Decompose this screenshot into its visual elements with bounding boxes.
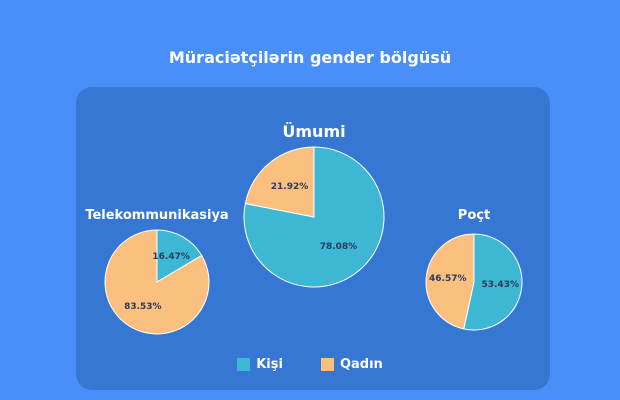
pie-label-poct-qadin: 46.57% [429,274,467,285]
pie-telekommunikasiya [104,229,210,335]
pie-slice-umumi-qadin [244,146,315,218]
pie-label-umumi-qadin: 21.92% [270,182,309,193]
pie-label-telekommunikasiya-qadin: 83.53% [124,301,162,312]
pie-title-umumi: Ümumi [282,122,346,141]
legend-swatch-kisi [237,358,251,371]
pie-poct [425,233,523,331]
legend: Kişi Qadın [0,357,620,372]
pie-label-telekommunikasiya-kisi: 16.47% [152,252,190,263]
pie-slice-telekommunikasiya-qadin [104,229,210,335]
legend-item-kisi: Kişi [237,357,283,372]
legend-label-qadin: Qadın [339,357,383,372]
pie-slice-poct-qadin [425,233,475,330]
pie-label-poct-kisi: 53.43% [481,279,519,290]
pie-umumi [243,146,385,288]
pie-title-poct: Poçt [457,208,491,223]
chart-title: Müraciətçilərin gender bölgüsü [168,48,452,67]
pie-slice-telekommunikasiya-kisi [156,229,203,283]
pie-label-umumi-kisi: 78.08% [319,241,358,252]
pie-title-telekommunikasiya: Telekommunikasiya [85,208,229,223]
legend-label-kisi: Kişi [256,357,283,372]
pie-slice-poct-kisi [463,233,523,331]
legend-swatch-qadin [320,358,334,371]
legend-item-qadin: Qadın [320,357,383,372]
